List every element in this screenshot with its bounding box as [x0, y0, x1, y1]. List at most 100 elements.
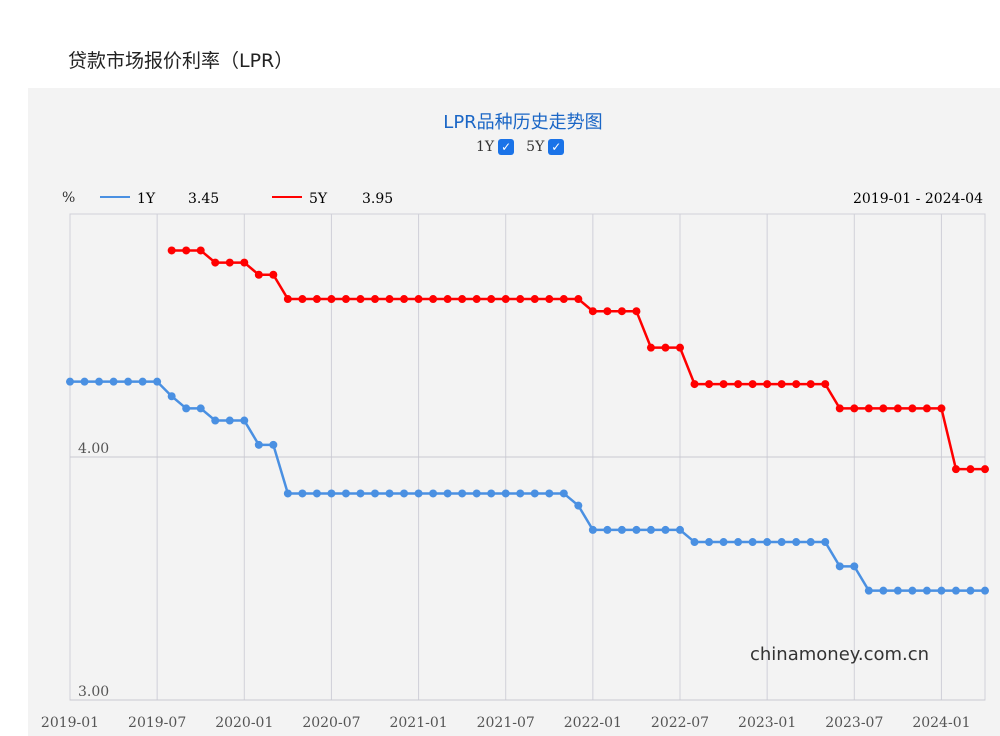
data-point-1y[interactable] [341, 489, 350, 498]
data-point-5y[interactable] [559, 295, 568, 304]
data-point-1y[interactable] [182, 404, 191, 413]
data-point-5y[interactable] [269, 270, 278, 279]
data-point-5y[interactable] [298, 295, 307, 304]
data-point-1y[interactable] [748, 538, 757, 547]
data-point-1y[interactable] [472, 489, 481, 498]
data-point-5y[interactable] [182, 246, 191, 255]
data-point-5y[interactable] [951, 465, 960, 474]
data-point-5y[interactable] [777, 380, 786, 389]
data-point-1y[interactable] [893, 586, 902, 595]
data-point-5y[interactable] [632, 307, 641, 316]
data-point-1y[interactable] [138, 377, 147, 386]
data-point-5y[interactable] [443, 295, 452, 304]
data-point-1y[interactable] [864, 586, 873, 595]
data-point-5y[interactable] [734, 380, 743, 389]
data-point-1y[interactable] [603, 525, 612, 534]
data-point-1y[interactable] [429, 489, 438, 498]
data-point-1y[interactable] [981, 586, 989, 595]
data-point-5y[interactable] [705, 380, 714, 389]
data-point-1y[interactable] [109, 377, 118, 386]
data-point-5y[interactable] [792, 380, 801, 389]
data-point-5y[interactable] [487, 295, 496, 304]
data-point-1y[interactable] [922, 586, 931, 595]
data-point-5y[interactable] [981, 465, 989, 474]
data-point-1y[interactable] [443, 489, 452, 498]
data-point-5y[interactable] [646, 343, 655, 352]
data-point-1y[interactable] [167, 392, 176, 401]
data-point-1y[interactable] [66, 377, 74, 386]
data-point-1y[interactable] [95, 377, 104, 386]
data-point-1y[interactable] [951, 586, 960, 595]
data-point-1y[interactable] [676, 525, 684, 534]
data-point-5y[interactable] [530, 295, 539, 304]
data-point-1y[interactable] [312, 489, 321, 498]
data-point-1y[interactable] [225, 416, 234, 425]
data-point-5y[interactable] [371, 295, 379, 304]
data-point-5y[interactable] [603, 307, 612, 316]
data-point-1y[interactable] [574, 501, 583, 510]
data-point-1y[interactable] [850, 562, 859, 571]
data-point-1y[interactable] [211, 416, 220, 425]
data-point-1y[interactable] [516, 489, 525, 498]
data-point-5y[interactable] [719, 380, 728, 389]
data-point-1y[interactable] [487, 489, 496, 498]
data-point-1y[interactable] [80, 377, 89, 386]
data-point-1y[interactable] [124, 377, 133, 386]
data-point-5y[interactable] [922, 404, 931, 413]
data-point-5y[interactable] [167, 246, 176, 255]
data-point-5y[interactable] [908, 404, 917, 413]
data-point-1y[interactable] [385, 489, 394, 498]
data-point-1y[interactable] [632, 525, 641, 534]
data-point-5y[interactable] [501, 295, 510, 304]
data-point-1y[interactable] [298, 489, 307, 498]
data-point-1y[interactable] [400, 489, 409, 498]
data-point-1y[interactable] [690, 538, 699, 547]
data-point-1y[interactable] [501, 489, 510, 498]
data-point-1y[interactable] [254, 440, 263, 449]
data-point-5y[interactable] [196, 246, 205, 255]
data-point-5y[interactable] [429, 295, 438, 304]
data-point-5y[interactable] [588, 307, 597, 316]
data-point-5y[interactable] [341, 295, 350, 304]
data-point-1y[interactable] [269, 440, 278, 449]
data-point-5y[interactable] [661, 343, 670, 352]
data-point-1y[interactable] [588, 525, 597, 534]
data-point-1y[interactable] [617, 525, 626, 534]
data-point-5y[interactable] [850, 404, 859, 413]
data-point-1y[interactable] [371, 489, 379, 498]
data-point-1y[interactable] [283, 489, 292, 498]
data-point-5y[interactable] [893, 404, 902, 413]
data-point-1y[interactable] [705, 538, 714, 547]
data-point-1y[interactable] [327, 489, 336, 498]
data-point-1y[interactable] [240, 416, 249, 425]
data-point-1y[interactable] [646, 525, 655, 534]
data-point-1y[interactable] [821, 538, 830, 547]
data-point-5y[interactable] [879, 404, 888, 413]
data-point-1y[interactable] [763, 538, 772, 547]
data-point-5y[interactable] [356, 295, 365, 304]
data-point-5y[interactable] [283, 295, 292, 304]
data-point-5y[interactable] [617, 307, 626, 316]
data-point-1y[interactable] [661, 525, 670, 534]
data-point-1y[interactable] [806, 538, 815, 547]
data-point-5y[interactable] [763, 380, 772, 389]
data-point-5y[interactable] [806, 380, 815, 389]
data-point-5y[interactable] [821, 380, 830, 389]
data-point-5y[interactable] [458, 295, 467, 304]
data-point-1y[interactable] [966, 586, 975, 595]
data-point-1y[interactable] [734, 538, 743, 547]
data-point-5y[interactable] [312, 295, 321, 304]
data-point-1y[interactable] [153, 377, 162, 386]
data-point-5y[interactable] [574, 295, 583, 304]
data-point-5y[interactable] [414, 295, 423, 304]
data-point-1y[interactable] [908, 586, 917, 595]
data-point-1y[interactable] [545, 489, 554, 498]
data-point-5y[interactable] [676, 343, 684, 352]
data-point-1y[interactable] [530, 489, 539, 498]
data-point-5y[interactable] [864, 404, 873, 413]
data-point-5y[interactable] [545, 295, 554, 304]
data-point-5y[interactable] [225, 258, 234, 267]
data-point-1y[interactable] [559, 489, 568, 498]
data-point-5y[interactable] [385, 295, 394, 304]
data-point-5y[interactable] [748, 380, 757, 389]
